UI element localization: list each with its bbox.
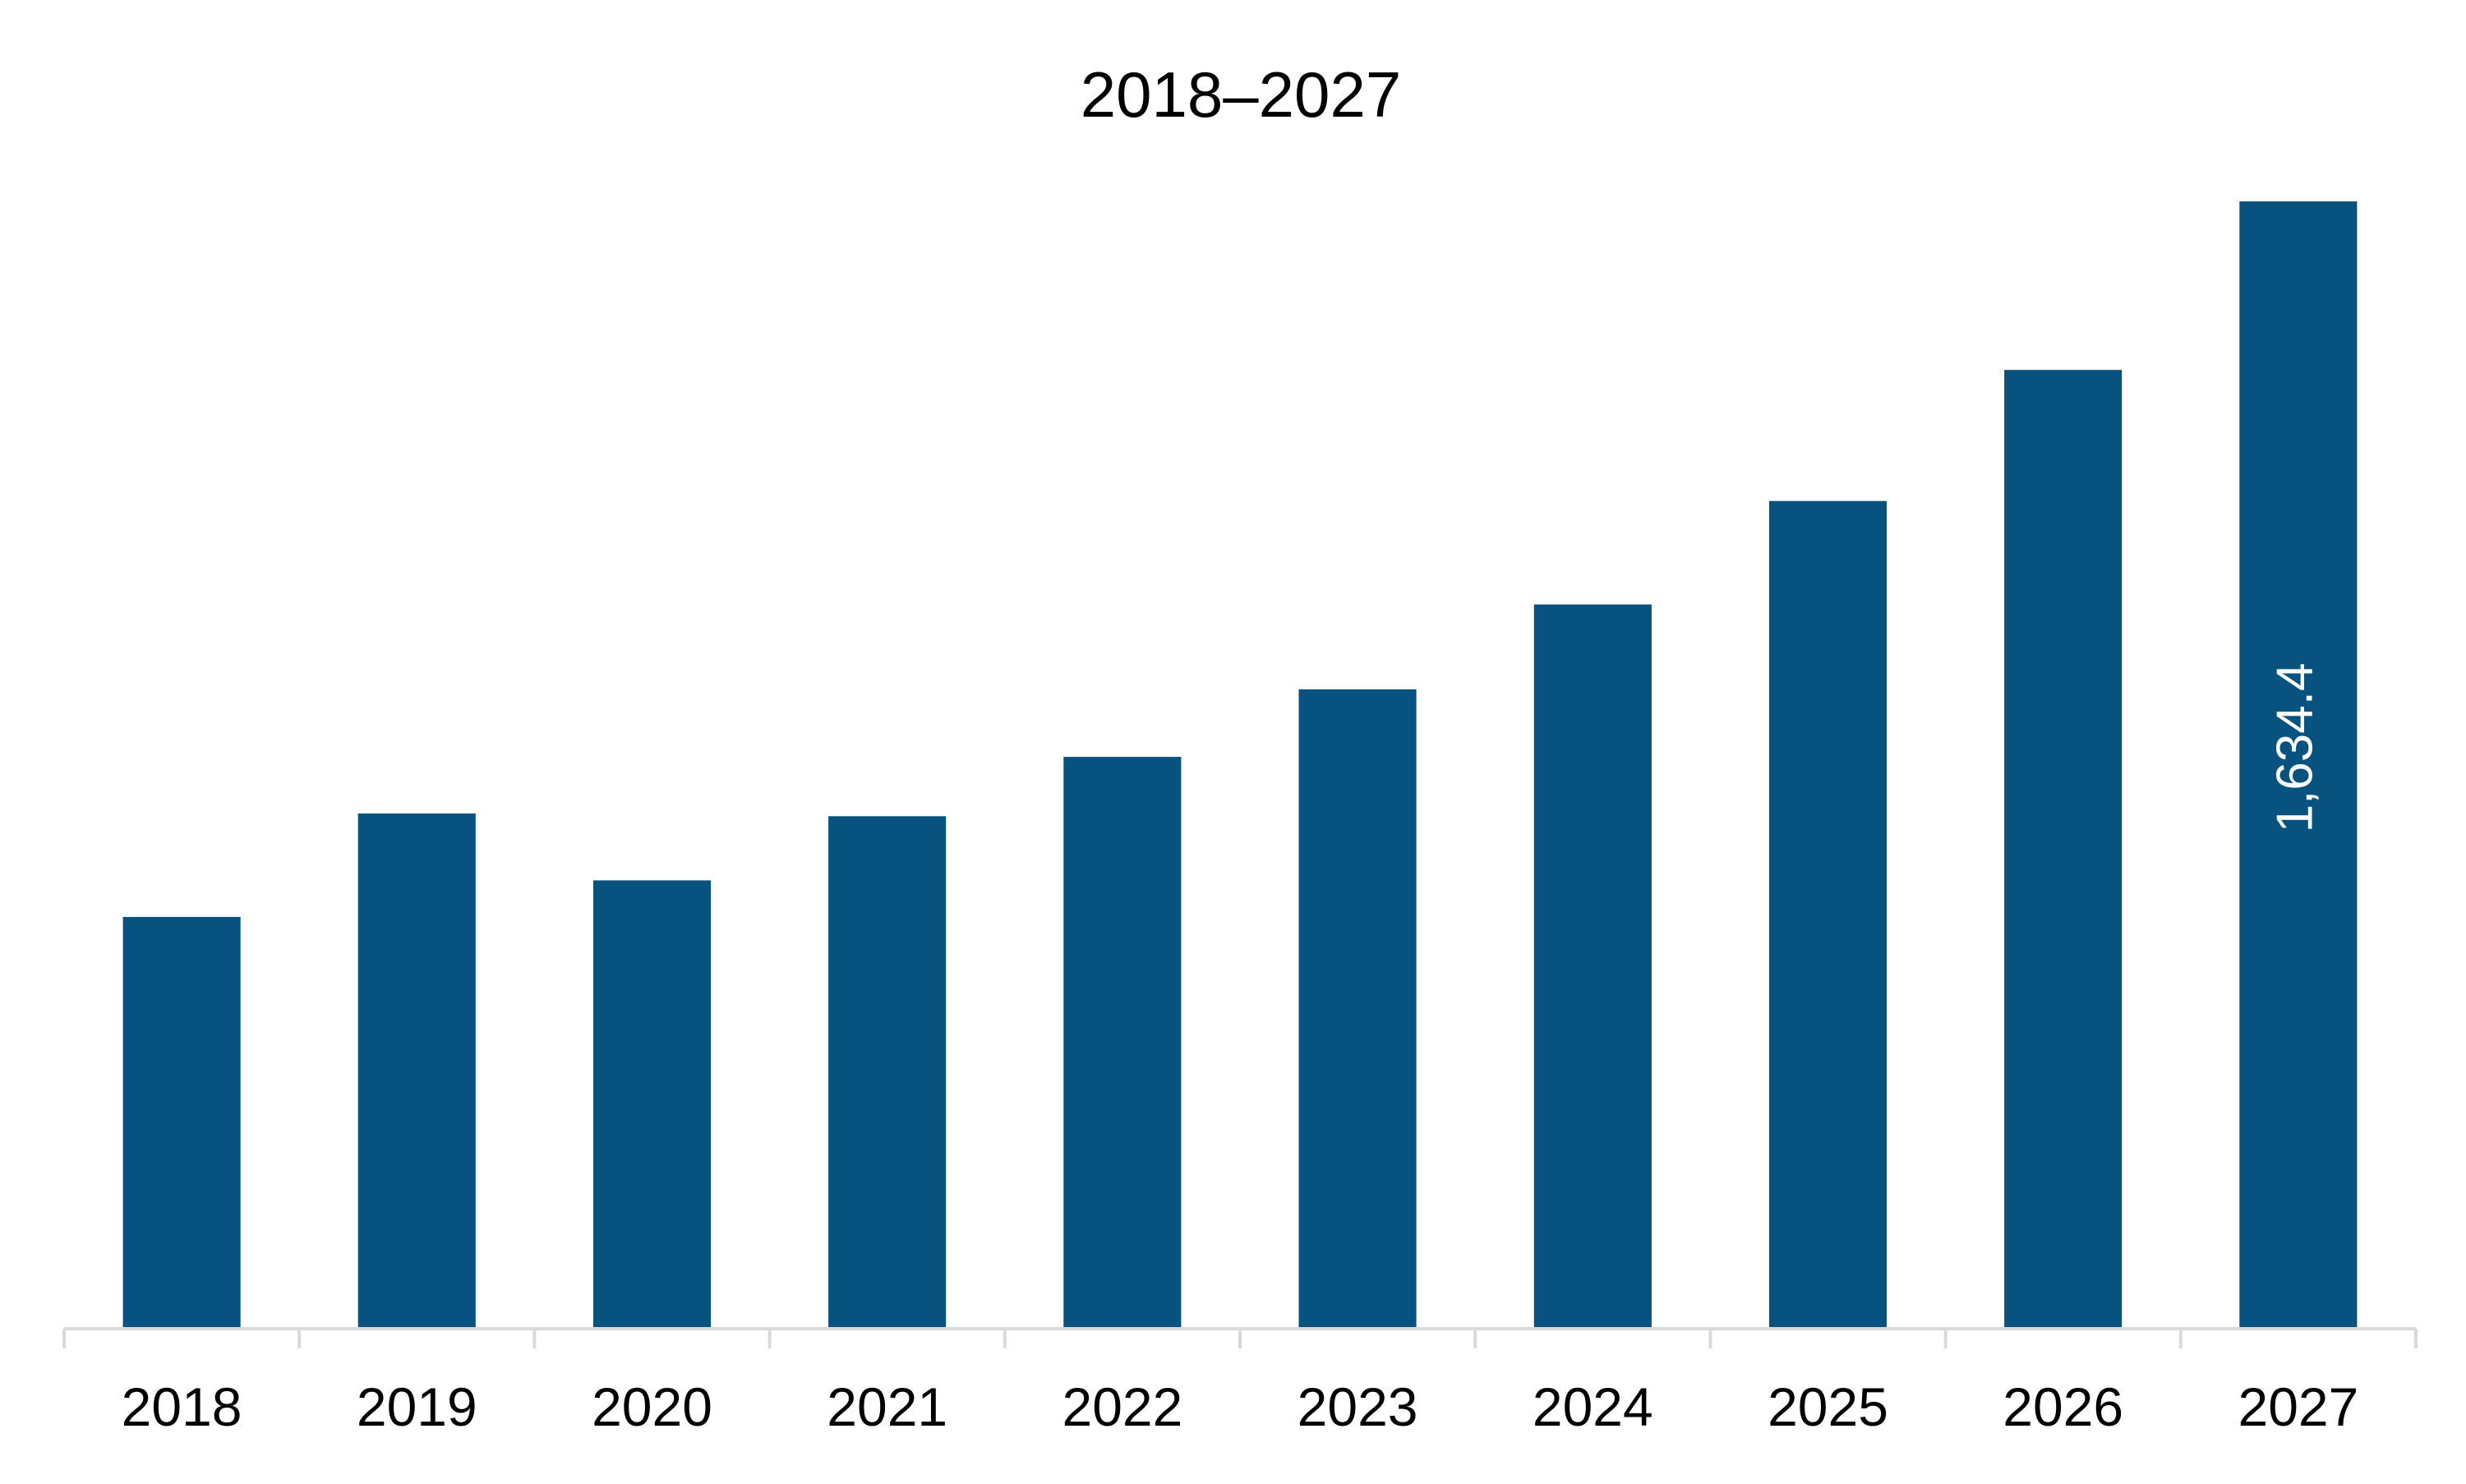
bar-2022 xyxy=(1063,757,1182,1329)
bar-2018 xyxy=(122,916,241,1329)
bar-2019 xyxy=(357,813,476,1329)
bar-2020 xyxy=(593,880,712,1329)
data-label-2027: 1,634.4 xyxy=(2266,663,2323,833)
bar-2027 xyxy=(2239,201,2358,1330)
x-tick-label-2020: 2020 xyxy=(592,1376,712,1437)
x-tick-label-2021: 2021 xyxy=(827,1376,947,1437)
bar-2025 xyxy=(1768,500,1887,1329)
x-tick-label-2026: 2026 xyxy=(2003,1376,2123,1437)
bar-2021 xyxy=(828,816,947,1329)
x-tick-label-2025: 2025 xyxy=(1768,1376,1888,1437)
x-tick-label-2018: 2018 xyxy=(122,1376,242,1437)
x-axis: 2018 2019 2020 2021 2022 2023 2024 2025 2026 2027 xyxy=(62,1327,2418,1437)
x-tick-label-2023: 2023 xyxy=(1298,1376,1418,1437)
bar-2026 xyxy=(2004,370,2123,1330)
bar-2023 xyxy=(1298,689,1417,1329)
chart-title: 2018–2027 xyxy=(1081,58,1401,131)
x-tick-label-2022: 2022 xyxy=(1062,1376,1182,1437)
x-tick-label-2027: 2027 xyxy=(2238,1376,2358,1437)
bar-2024 xyxy=(1533,604,1652,1329)
x-tick-label-2019: 2019 xyxy=(357,1376,477,1437)
bars-layer xyxy=(122,201,2358,1330)
data-labels: 1,634.4 xyxy=(2266,663,2323,833)
x-tick-label-2024: 2024 xyxy=(1533,1376,1653,1437)
